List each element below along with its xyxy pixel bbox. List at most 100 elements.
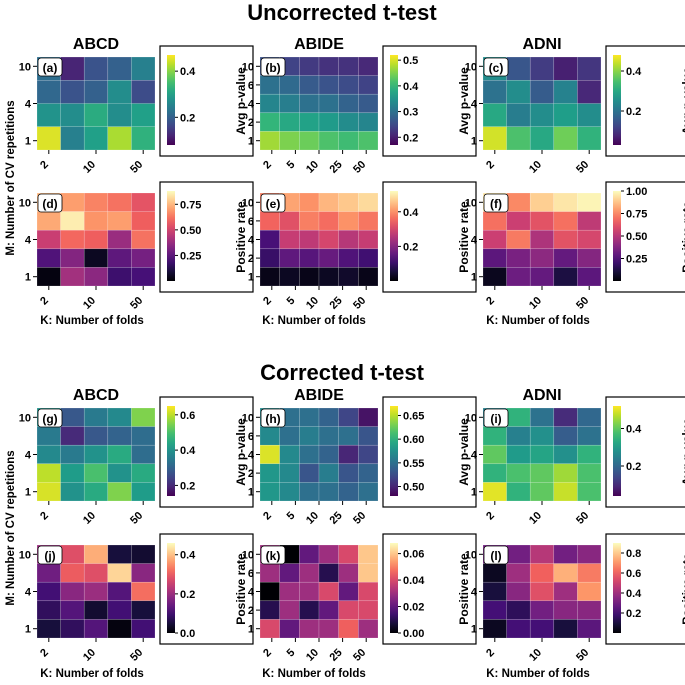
x-tick-label: 2 bbox=[38, 159, 51, 172]
heatmap-cell bbox=[553, 444, 578, 465]
colorbar-tick-label: 0.5 bbox=[403, 55, 418, 67]
heatmap-cell bbox=[279, 93, 300, 114]
y-tick-label: 1 bbox=[248, 136, 254, 148]
heatmap-cell bbox=[83, 407, 109, 427]
y-tick-label: 10 bbox=[242, 412, 254, 424]
y-tick-label: 10 bbox=[19, 61, 31, 73]
heatmap-cell bbox=[577, 192, 602, 212]
xlabel-corrected-abcd: K: Number of folds bbox=[40, 668, 144, 680]
heatmap-cell bbox=[279, 444, 300, 465]
heatmap-cell bbox=[299, 482, 320, 502]
heatmap-cell bbox=[553, 426, 578, 446]
heatmap-cell bbox=[299, 248, 320, 268]
y-tick-label: 1 bbox=[471, 487, 477, 499]
colorbar: 0.2 0.4 Avg p-value bbox=[605, 396, 685, 508]
heatmap-cell bbox=[482, 267, 507, 287]
colorbar-tick-label: 0.50 bbox=[180, 225, 201, 237]
heatmap-cell bbox=[482, 229, 507, 250]
heatmap-cell bbox=[506, 563, 531, 583]
heatmap-cell bbox=[553, 267, 578, 287]
heatmap-cell bbox=[338, 131, 359, 151]
heatmap-cell bbox=[60, 581, 85, 602]
heatmap-cell bbox=[358, 229, 379, 250]
heatmap-cell bbox=[299, 131, 320, 151]
heatmap-cell bbox=[299, 56, 320, 76]
colorbar-label: Positive rate bbox=[234, 201, 248, 273]
heatmap-cell bbox=[318, 563, 339, 583]
panel-title: ABIDE bbox=[294, 36, 344, 53]
heatmap-cell bbox=[338, 248, 359, 268]
heatmap-cell bbox=[529, 267, 555, 287]
colorbar-tick-label: 0.75 bbox=[626, 209, 647, 221]
heatmap-cell bbox=[131, 619, 156, 639]
heatmap-cell bbox=[299, 75, 320, 95]
heatmap-cell bbox=[553, 211, 578, 231]
heatmap-cell bbox=[107, 126, 132, 151]
x-tick-label: 10 bbox=[527, 159, 544, 176]
panel-f: (f) 10 4 12 10 50 0.25 0.50 0.75 1.00 Positive rat… bbox=[465, 181, 685, 312]
heatmap-cell bbox=[338, 544, 359, 564]
y-tick-label: 1 bbox=[25, 136, 31, 148]
heatmap-cell bbox=[358, 112, 379, 132]
x-tick-label: 50 bbox=[574, 647, 591, 664]
heatmap-cell bbox=[506, 426, 531, 446]
heatmap-cell bbox=[131, 80, 156, 104]
panel-label-text: (a) bbox=[43, 61, 58, 75]
heatmap-cell bbox=[107, 248, 132, 268]
heatmap-cell bbox=[358, 131, 379, 151]
heatmap-cell bbox=[338, 192, 359, 212]
heatmap-cell bbox=[131, 444, 156, 465]
y-tick-label: 6 bbox=[248, 216, 254, 228]
y-tick-label: 4 bbox=[471, 99, 478, 111]
colorbar-gradient bbox=[167, 191, 175, 281]
colorbar-gradient bbox=[390, 55, 398, 145]
heatmap-cell bbox=[553, 407, 578, 427]
panel-label-box bbox=[260, 193, 286, 213]
heatmap-cell bbox=[318, 407, 339, 427]
panel-label-box bbox=[37, 193, 63, 213]
heatmap-cell bbox=[279, 75, 300, 95]
x-tick-label: 50 bbox=[128, 295, 145, 312]
heatmap-cell bbox=[506, 248, 531, 268]
colorbar-gradient bbox=[390, 406, 398, 496]
heatmap-cell bbox=[318, 75, 339, 95]
heatmap-cell bbox=[279, 482, 300, 502]
heatmap-cell bbox=[299, 444, 320, 465]
colorbar-label: Avg p-value bbox=[234, 67, 248, 135]
heatmap-cell bbox=[358, 267, 379, 287]
heatmap-cell bbox=[107, 211, 132, 231]
y-tick-label: 4 bbox=[471, 450, 478, 462]
panel-l: (l) 10 4 12 10 50 0.2 0.4 0.6 0.8 Positive rate bbox=[465, 533, 685, 664]
heatmap-cell bbox=[259, 75, 280, 95]
panel-label-box bbox=[483, 408, 509, 428]
x-tick-label: 10 bbox=[304, 295, 321, 312]
x-tick-label: 10 bbox=[527, 647, 544, 664]
heatmap-cell bbox=[338, 426, 359, 446]
x-tick-label: 50 bbox=[574, 159, 591, 176]
heatmap-cell bbox=[506, 126, 531, 151]
heatmap-cell bbox=[577, 600, 602, 620]
x-tick-label: 10 bbox=[527, 295, 544, 312]
x-tick-label: 25 bbox=[328, 159, 345, 176]
heatmap-cell bbox=[60, 103, 85, 127]
y-tick-label: 2 bbox=[248, 605, 254, 617]
heatmap-cell bbox=[338, 600, 359, 620]
heatmap-cell bbox=[358, 407, 379, 427]
x-tick-label: 10 bbox=[304, 159, 321, 176]
colorbar-tick-label: 0.8 bbox=[626, 548, 641, 560]
y-tick-label: 1 bbox=[248, 487, 254, 499]
heatmap-cell bbox=[529, 192, 555, 212]
heatmap-cell bbox=[529, 482, 555, 502]
y-tick-label: 1 bbox=[248, 624, 254, 636]
colorbar-tick-label: 0.6 bbox=[626, 568, 641, 580]
colorbar: 0.00 0.02 0.04 0.06 Positive rate bbox=[382, 533, 477, 645]
x-tick-label: 25 bbox=[328, 647, 345, 664]
colorbar-gradient bbox=[390, 543, 398, 633]
heatmap-cell bbox=[279, 426, 300, 446]
heatmap-cell bbox=[577, 80, 602, 104]
x-tick-label: 25 bbox=[328, 510, 345, 527]
x-tick-label: 50 bbox=[351, 295, 368, 312]
colorbar-tick-label: 0.2 bbox=[403, 241, 418, 253]
